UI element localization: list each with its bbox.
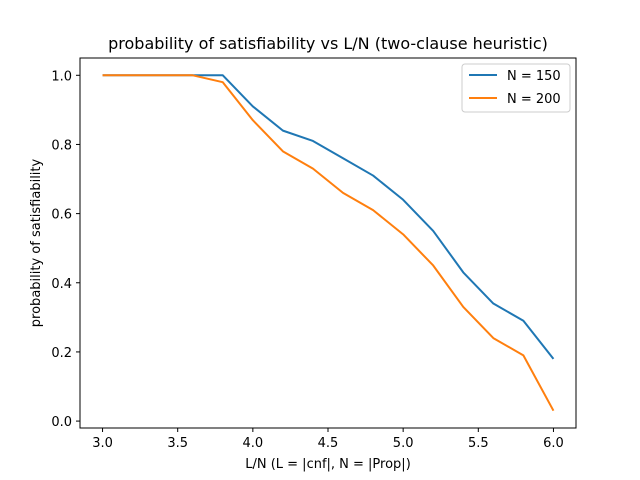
- x-tick-label: 5.5: [468, 436, 489, 451]
- x-tick-label: 4.5: [318, 436, 339, 451]
- plot-lines: [102, 74, 555, 412]
- y-tick-label: 1.0: [51, 69, 72, 84]
- x-tick-label: 3.5: [167, 436, 188, 451]
- y-tick-label: 0.8: [51, 138, 72, 153]
- y-tick-label: 0.4: [51, 277, 72, 292]
- y-tick-label: 0.0: [51, 415, 72, 430]
- legend-label-n200: N = 200: [507, 92, 561, 107]
- x-axis-ticks: 3.0 3.5 4.0 4.5 5.0 5.5 6.0: [92, 428, 564, 451]
- x-tick-label: 4.0: [243, 436, 264, 451]
- chart-title: probability of satisfiability vs L/N (tw…: [108, 34, 548, 53]
- legend: N = 150 N = 200: [461, 63, 571, 113]
- y-tick-label: 0.6: [51, 208, 72, 223]
- y-axis-label: probability of satisfiability: [29, 158, 44, 327]
- x-tick-label: 5.0: [393, 436, 414, 451]
- x-tick-label: 3.0: [92, 436, 113, 451]
- y-tick-label: 0.2: [51, 346, 72, 361]
- series-line-n-150: [102, 74, 555, 360]
- x-axis-label: L/N (L = |cnf|, N = |Prop|): [245, 457, 411, 472]
- legend-label-n150: N = 150: [507, 69, 561, 84]
- x-tick-label: 6.0: [543, 436, 564, 451]
- series-line-n-200: [102, 74, 555, 412]
- plot-frame: [79, 57, 577, 429]
- y-axis-ticks: 0.0 0.2 0.4 0.6 0.8 1.0: [51, 69, 80, 430]
